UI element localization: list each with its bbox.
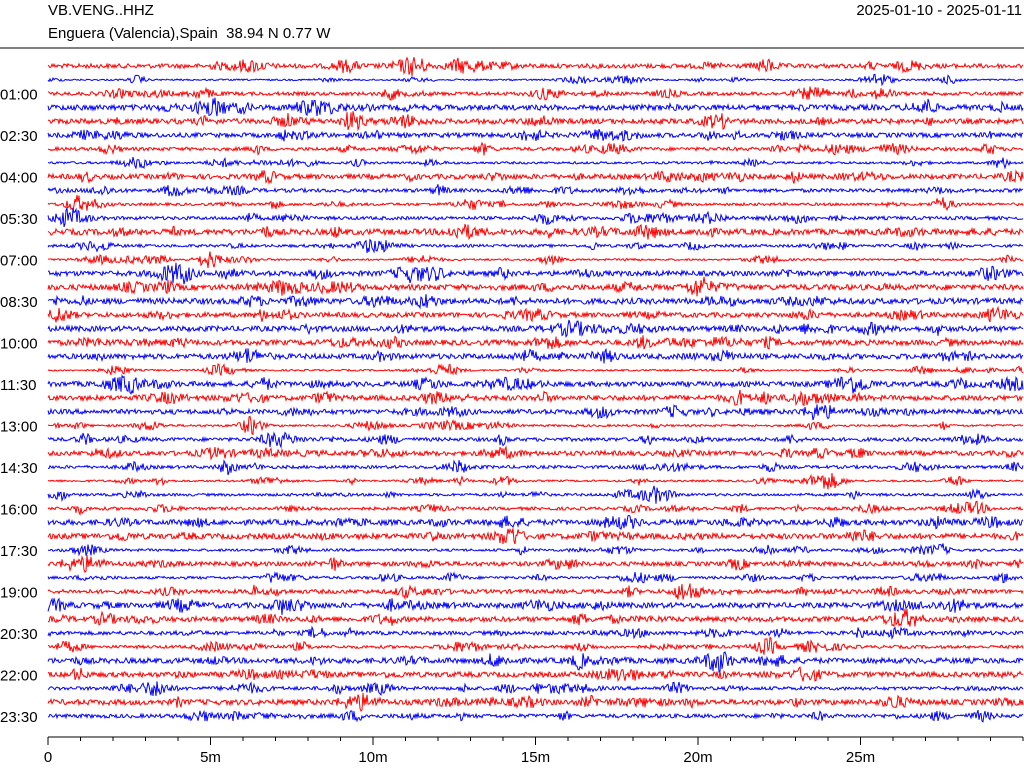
trace (47, 128, 1024, 142)
x-tick-label: 15m (521, 749, 550, 766)
trace (47, 238, 1024, 254)
row-time-label: 22:00 (0, 667, 38, 684)
trace (47, 374, 1024, 395)
trace (48, 543, 1024, 557)
row-time-label: 13:00 (0, 419, 38, 436)
trace (47, 666, 1024, 682)
trace (47, 184, 1024, 197)
trace (47, 404, 1024, 421)
row-time-label: 17:30 (0, 543, 38, 560)
row-time-label: 23:30 (0, 709, 38, 726)
row-time-label: 16:00 (0, 502, 38, 519)
trace (47, 251, 1024, 269)
trace (47, 636, 1024, 655)
x-tick-label: 20m (683, 749, 712, 766)
trace (47, 305, 1024, 323)
trace (47, 651, 1024, 673)
x-tick-label: 5m (200, 749, 221, 766)
trace (47, 156, 1024, 170)
trace (47, 169, 1024, 185)
trace (47, 570, 1024, 584)
trace (47, 262, 1024, 285)
trace (47, 276, 1024, 297)
trace (47, 445, 1024, 461)
date-range: 2025-01-10 - 2025-01-11 (856, 2, 1022, 19)
trace (47, 319, 1024, 338)
trace (47, 608, 1024, 628)
trace (47, 206, 1024, 228)
station-code: VB.VENG..HHZ (48, 2, 154, 19)
trace (47, 415, 1024, 436)
trace (47, 335, 1024, 350)
trace (47, 86, 1024, 101)
trace (47, 97, 1024, 117)
trace (47, 709, 1024, 723)
trace (47, 74, 1024, 87)
trace (47, 528, 1024, 545)
trace (47, 431, 1024, 449)
x-tick-label: 25m (846, 749, 875, 766)
trace (47, 597, 1024, 615)
traces (47, 56, 1024, 723)
trace (47, 583, 1024, 601)
x-tick-label: 10m (358, 749, 387, 766)
trace (47, 194, 1024, 212)
trace (47, 223, 1024, 241)
row-time-label: 10:00 (0, 336, 38, 353)
trace (47, 56, 1024, 76)
row-time-label: 04:00 (0, 170, 38, 187)
trace (47, 389, 1024, 407)
trace (47, 363, 1024, 376)
trace (47, 514, 1024, 530)
station-location: Enguera (Valencia),Spain 38.94 N 0.77 W (48, 25, 331, 42)
trace (47, 141, 1024, 156)
x-tick-label: 0 (44, 749, 52, 766)
trace (47, 681, 1024, 697)
row-time-label: 08:30 (0, 294, 38, 311)
trace (47, 500, 1024, 517)
row-time-label: 01:00 (0, 87, 38, 104)
trace (47, 459, 1024, 476)
trace (47, 485, 1024, 504)
trace (47, 472, 1024, 490)
row-time-label: 05:30 (0, 211, 38, 228)
row-time-label: 11:30 (0, 377, 36, 394)
row-time-label: 07:00 (0, 253, 38, 270)
trace (47, 294, 1024, 310)
row-time-label: 02:30 (0, 128, 38, 145)
trace (47, 692, 1024, 712)
trace (47, 555, 1024, 573)
trace (47, 347, 1024, 364)
row-time-label: 20:30 (0, 626, 38, 643)
trace (47, 111, 1024, 132)
trace (47, 625, 1024, 640)
row-time-label: 19:00 (0, 585, 38, 602)
row-time-label: 14:30 (0, 460, 38, 477)
